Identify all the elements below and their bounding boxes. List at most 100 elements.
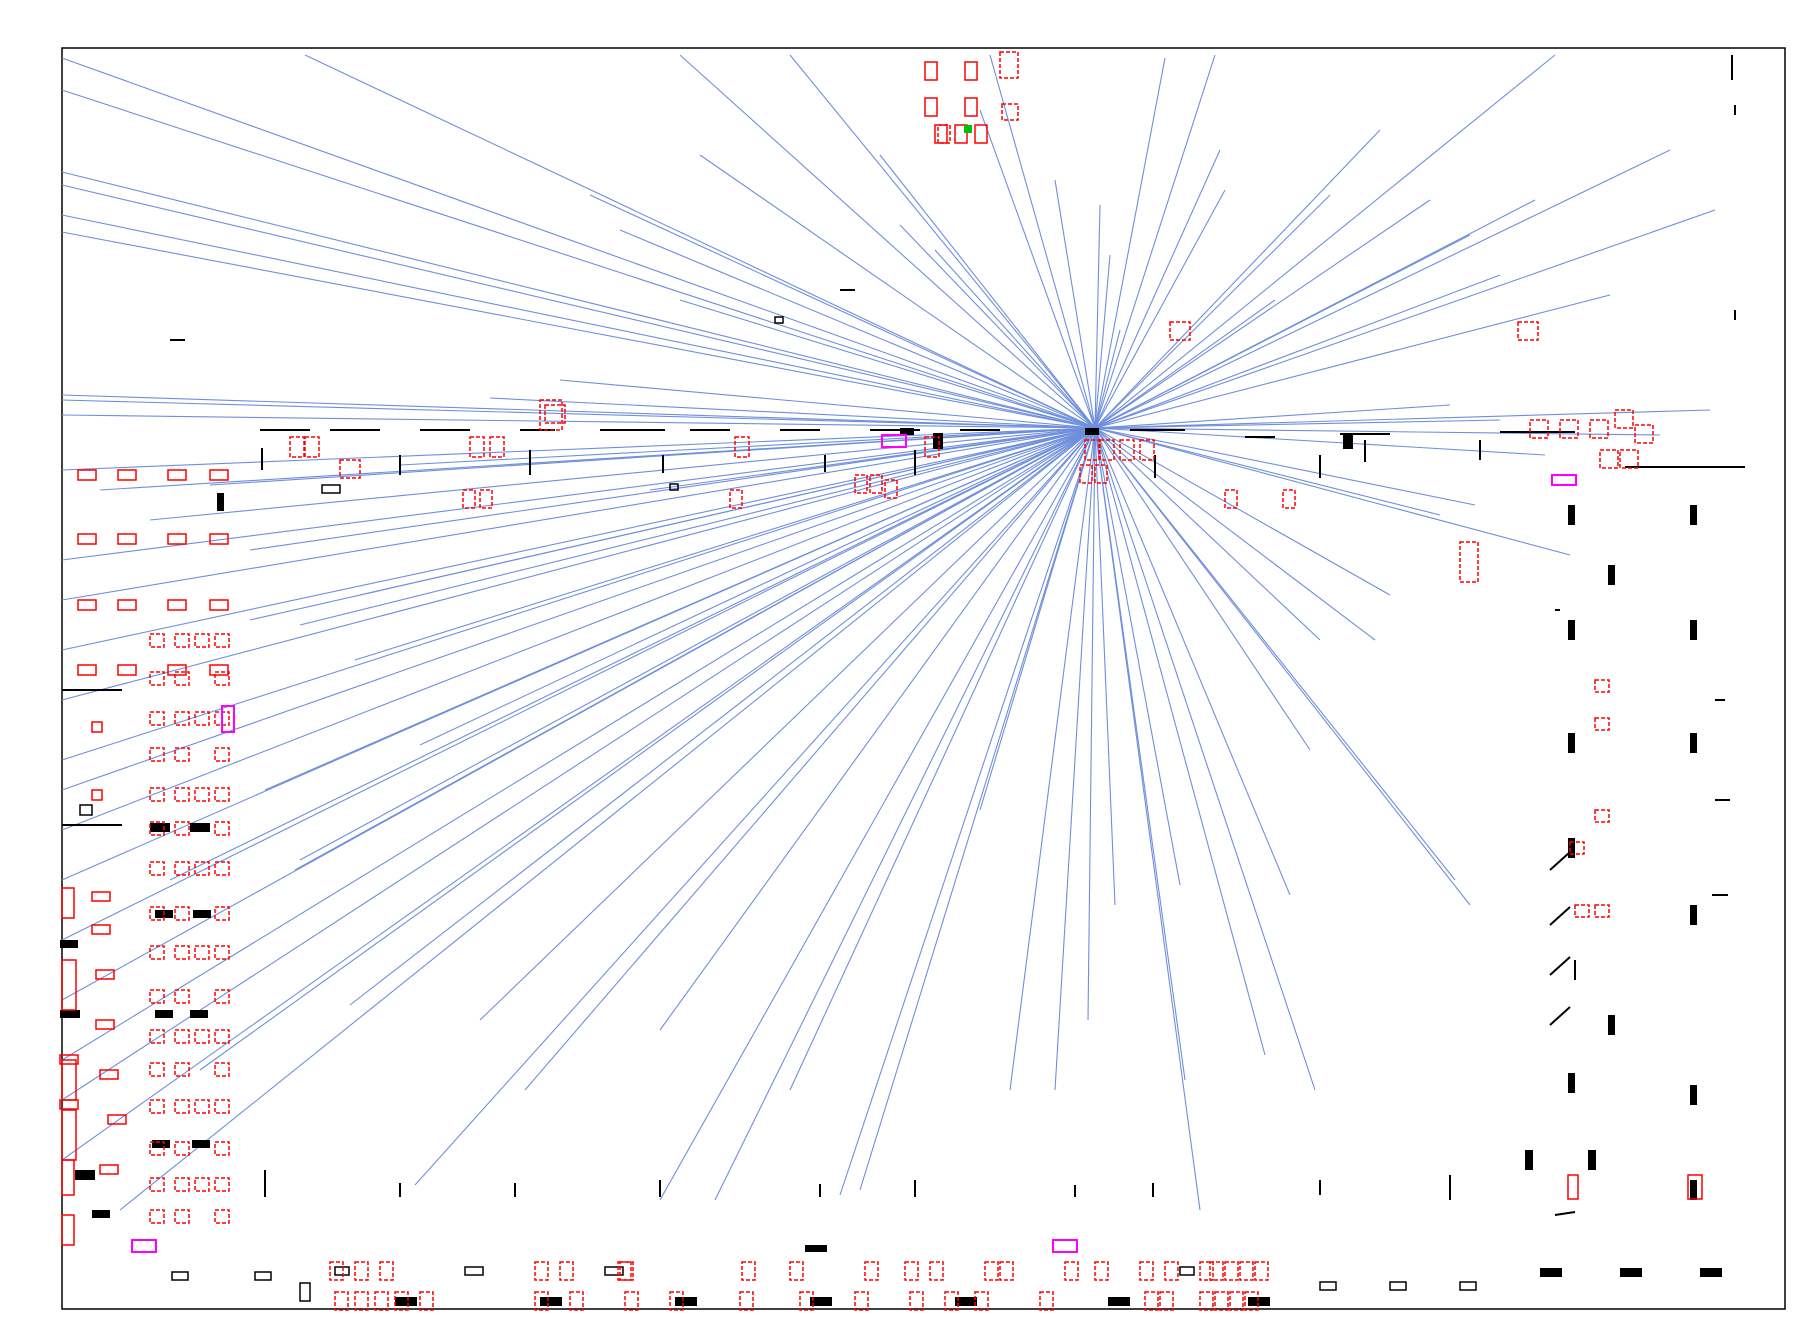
ray-line [619,229,1096,429]
chair-outline [944,1291,959,1311]
chair-outline [354,1291,369,1311]
chair-outline [174,989,190,1004]
wall-segment [1549,906,1571,926]
ray-line [354,427,1096,661]
ray-line [61,427,1096,831]
chair-outline [174,671,190,686]
ray-line [299,427,1096,626]
chair-outline [799,1291,814,1311]
ray-line [1094,427,1441,516]
fixture-block [1608,565,1615,585]
chair-outline [1589,419,1609,439]
chair-outline [1164,1261,1179,1281]
chair-outline [1094,464,1108,484]
fixture-block [60,1010,80,1018]
desk-outline [209,664,229,676]
chair-outline [937,124,951,144]
ray-line [1094,427,1311,751]
table-outline [334,1266,350,1276]
ray-line [61,427,1096,561]
ray-line [679,299,1096,429]
chair-outline [884,479,898,499]
ray-line [524,427,1096,1091]
desk-outline [59,1054,79,1065]
chair-outline [1099,439,1115,461]
ray-line [61,89,1096,429]
fixture-block [395,1297,417,1306]
ray-line [1094,427,1316,1091]
fixture-block [1690,733,1697,753]
desk-outline [99,1164,119,1175]
chair-outline [1209,1261,1224,1281]
desk-outline [167,469,187,481]
chair-outline [479,489,493,509]
fixture-block [1690,1180,1697,1200]
chair-outline [149,906,165,921]
fixture-block [1568,505,1575,525]
ray-line [1094,427,1376,641]
shelf-outline [61,887,75,919]
chair-outline [394,1291,409,1311]
fixture-block [900,428,914,435]
chair-outline [924,97,938,117]
chair-outline [569,1291,584,1311]
desk-outline [77,533,97,545]
chair-outline [194,787,210,802]
chair-outline [91,789,103,801]
ray-line [1094,404,1451,429]
chair-outline [329,1261,344,1281]
chair-outline [534,1291,549,1311]
fixture-block [190,823,210,832]
chair-outline [149,1062,165,1077]
ray-line [1054,427,1096,1091]
ray-line [1094,427,1546,456]
ray-line [659,427,1096,1031]
chair-outline [854,474,868,494]
ray-line [61,427,1096,761]
chair-outline [1634,424,1654,444]
table-outline [669,483,679,491]
wall-segment [1554,1211,1576,1216]
chair-outline [149,747,165,762]
fixture-block [805,1245,827,1252]
chair-outline [149,671,165,686]
chair-outline [214,861,230,876]
fixture-block [1568,838,1575,858]
ray-line [61,427,1096,651]
chair-outline [1239,1261,1254,1281]
chair-outline [214,1209,230,1224]
ray-line [61,427,1096,601]
chair-outline [1594,809,1610,823]
ray-line [679,54,1096,429]
ray-line [61,231,1096,429]
chair-outline [909,1291,924,1311]
fixture-block [155,1010,173,1018]
chair-outline [174,1062,190,1077]
fixture-block [810,1297,832,1306]
chair-outline [1614,409,1634,429]
chair-outline [91,721,103,733]
highlight-marker [131,1239,157,1253]
ray-line [699,154,1096,429]
ray-line [789,427,1096,1091]
chair-outline [214,1177,230,1192]
chair-outline [1119,439,1135,461]
ray-line [934,249,1096,429]
wall-layer [60,55,1745,1306]
fixture-block [1108,1297,1130,1306]
chair-outline [214,747,230,762]
chair-outline [1244,1291,1259,1311]
chair-outline [214,945,230,960]
ray-line [61,427,1096,941]
ray-line [489,397,1096,429]
chair-outline [214,821,230,836]
table-outline [1319,1281,1337,1291]
chair-outline [174,1099,190,1114]
fixture-block [1608,1015,1615,1035]
ray-line [1094,427,1181,886]
fixture-block [152,1140,170,1148]
chair-outline [924,436,940,458]
ray-line [979,109,1096,429]
fixture-block [1690,1085,1697,1105]
